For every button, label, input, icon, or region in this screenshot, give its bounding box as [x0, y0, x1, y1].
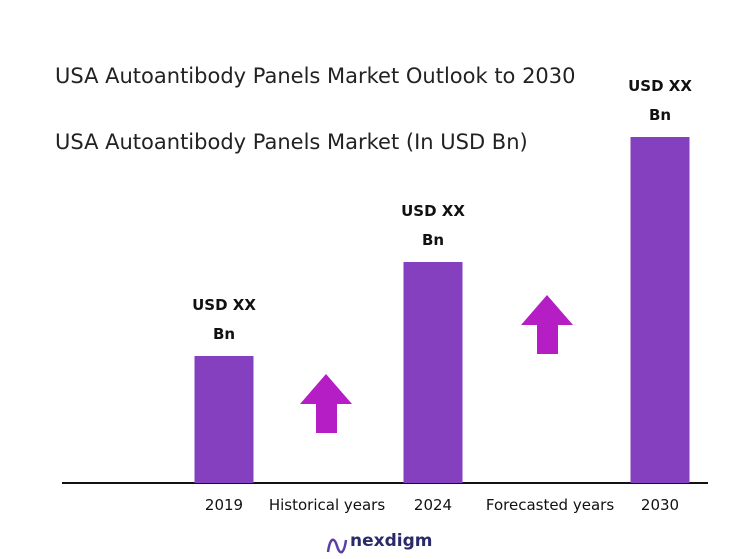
x-tick-label: 2024	[413, 496, 453, 514]
x-tick-label: 2019	[204, 496, 244, 514]
brand: nexdigm	[350, 531, 433, 551]
bar	[403, 262, 463, 483]
growth-arrow	[300, 374, 352, 433]
value-label: USD XX Bn	[192, 296, 256, 343]
chart-title: USA Autoantibody Panels Market Outlook t…	[55, 64, 576, 88]
x-tick-label: 2030	[640, 496, 680, 514]
annotation: Historical years	[268, 496, 386, 514]
value-label: USD XX Bn	[628, 77, 692, 124]
annotation: Forecasted years	[485, 496, 615, 514]
bar	[630, 137, 690, 483]
chart-subtitle: USA Autoantibody Panels Market (In USD B…	[55, 130, 528, 154]
bar	[194, 356, 254, 483]
value-label: USD XX Bn	[401, 202, 465, 249]
growth-arrow	[521, 295, 573, 354]
brand-logo	[326, 538, 348, 554]
